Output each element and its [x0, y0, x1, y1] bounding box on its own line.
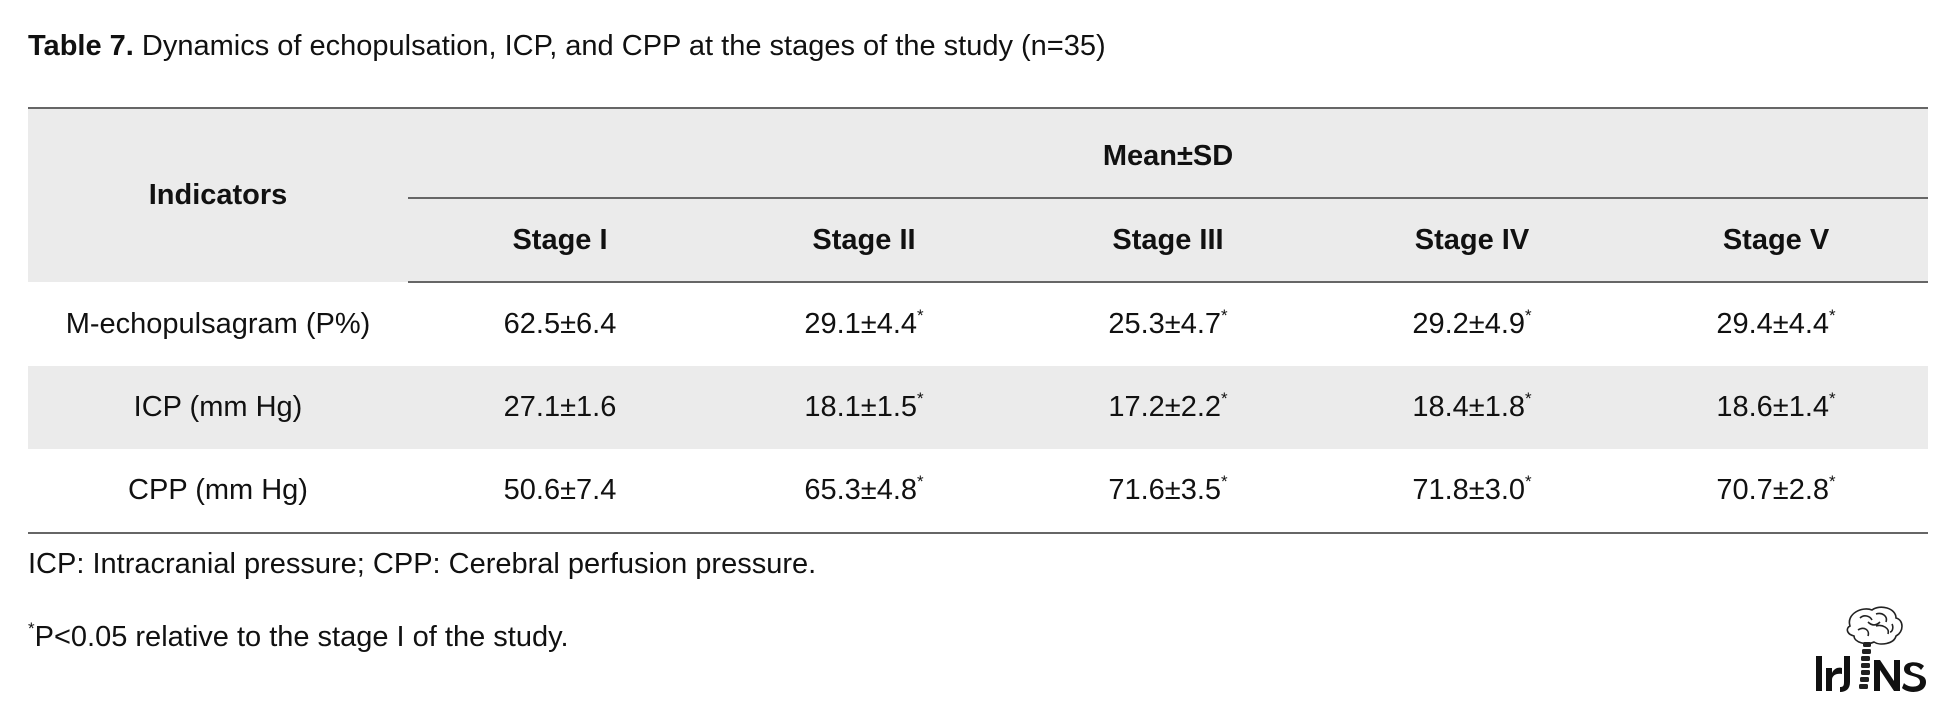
value-cell: 25.3±4.7*: [1108, 306, 1228, 340]
value-cell: 70.7±2.8*: [1624, 449, 1929, 534]
indicator-cell: M-echopulsagram (P%): [65, 307, 371, 340]
table-row: CPP (mm Hg) 50.6±7.4 65.3±4.8* 71.6±3.5*…: [28, 449, 1929, 534]
stage-header: Stage III: [1016, 198, 1320, 283]
value-cell: 62.5±6.4: [503, 308, 617, 340]
value-cell: 65.3±4.8*: [712, 449, 1016, 534]
abbreviations-footnote: ICP: Intracranial pressure; CPP: Cerebra…: [28, 548, 817, 580]
value-cell: 29.4±4.4*: [1716, 306, 1836, 340]
value-cell: 18.1±1.5*: [712, 366, 1016, 449]
value-cell: 18.6±1.4*: [1624, 366, 1929, 449]
stage-header: Stage IV: [1320, 198, 1624, 283]
data-table: Indicators Mean±SD Stage I Stage II Stag…: [28, 107, 1929, 534]
table-caption-text: Dynamics of echopulsation, ICP, and CPP …: [133, 30, 1106, 62]
value-cell: 18.4±1.8*: [1320, 366, 1624, 449]
brain-spine-logo-icon: [1810, 604, 1928, 696]
data-table-container: Indicators Mean±SD Stage I Stage II Stag…: [28, 107, 1929, 534]
value-cell: 71.6±3.5*: [1016, 449, 1320, 534]
significance-footnote: *P<0.05 relative to the stage I of the s…: [28, 619, 569, 654]
significance-mark: *: [28, 619, 35, 638]
indicator-cell: CPP (mm Hg): [28, 449, 408, 534]
value-cell: 29.2±4.9*: [1412, 306, 1532, 340]
value-cell: 17.2±2.2*: [1016, 366, 1320, 449]
stage-header: Stage II: [712, 198, 1016, 283]
table-caption: Table 7. Dynamics of echopulsation, ICP,…: [28, 30, 1106, 63]
significance-text: P<0.05 relative to the stage I of the st…: [34, 621, 569, 653]
value-cell: 71.8±3.0*: [1320, 449, 1624, 534]
stage-header: Stage V: [1624, 198, 1929, 283]
table-caption-label: Table 7.: [28, 30, 134, 62]
indicators-column-header: Indicators: [28, 108, 408, 282]
value-cell: 50.6±7.4: [408, 449, 712, 534]
value-cell: 27.1±1.6: [408, 366, 712, 449]
table-header: Indicators Mean±SD Stage I Stage II Stag…: [28, 108, 1929, 283]
indicator-cell: ICP (mm Hg): [28, 366, 408, 449]
table-row: ICP (mm Hg) 27.1±1.6 18.1±1.5* 17.2±2.2*…: [28, 366, 1929, 449]
value-cell: 29.1±4.4*: [804, 306, 924, 340]
table-row: M-echopulsagram (P%) 62.5±6.4 29.1±4.4* …: [28, 282, 1928, 366]
table-body: M-echopulsagram (P%) 62.5±6.4 29.1±4.4* …: [28, 282, 1929, 534]
mean-sd-group-header: Mean±SD: [408, 108, 1929, 199]
stage-header: Stage I: [408, 198, 712, 283]
